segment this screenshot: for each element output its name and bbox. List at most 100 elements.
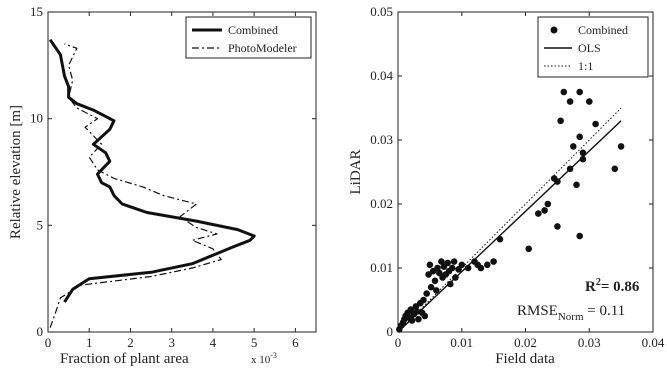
right-y-tick-label: 0.02 [370, 196, 393, 211]
scatter-point [576, 88, 583, 96]
left-ticks: 0 1 2 3 4 5 6 0 5 10 15 [30, 4, 316, 350]
left-legend-label-photomodeler: PhotoModeler [228, 41, 297, 55]
scatter-point [458, 261, 466, 269]
left-y-tick-label: 10 [30, 111, 43, 126]
right-legend-label-ols: OLS [578, 41, 601, 55]
scatter-point [415, 315, 422, 323]
right-x-tick-label: 0.03 [578, 335, 601, 350]
scatter-point [464, 264, 472, 272]
one-to-one-line [397, 107, 622, 333]
scatter-point [477, 264, 485, 272]
left-x-axis-title: Fraction of plant area [60, 351, 189, 367]
scatter-point [544, 200, 552, 208]
rmse-label: RMSE [517, 303, 558, 319]
right-y-tick-label: 0.04 [370, 68, 393, 83]
scatter-point [586, 98, 593, 105]
scatter-point [576, 232, 583, 240]
scatter-point [444, 259, 452, 267]
right-legend-label-combined: Combined [578, 23, 628, 37]
r-squared-annotation: R2= 0.86 [585, 277, 640, 295]
scatter-point [434, 264, 441, 272]
scatter-point [576, 133, 583, 141]
left-series-combined-line [48, 38, 256, 303]
scatter-point [408, 317, 416, 324]
right-legend-label-one-to-one: 1:1 [578, 59, 593, 73]
right-ticks: 0 0.01 0.02 0.03 0.04 0 0.01 0.02 0.03 0.04 0.05 [370, 4, 665, 350]
left-y-tick-label: 5 [37, 217, 44, 232]
right-x-tick-label: 0 [395, 335, 402, 350]
r-squared-label: R [585, 279, 596, 295]
scatter-point [525, 245, 532, 253]
left-x-tick-label: 3 [168, 335, 175, 350]
scatter-point [423, 290, 431, 297]
right-y-tick-label: 0.01 [370, 260, 393, 275]
scatter-point [557, 117, 564, 125]
left-plot-frame [47, 11, 317, 333]
scatter-point [592, 120, 599, 128]
left-x-tick-label: 5 [251, 335, 258, 350]
right-x-tick-label: 0.04 [642, 335, 665, 350]
left-y-tick-label: 0 [37, 324, 44, 339]
left-series [48, 38, 256, 328]
scatter-point [490, 258, 497, 265]
left-x-multiplier: x 10-3 [251, 351, 277, 366]
ols-line [397, 120, 622, 333]
scatter-point [413, 308, 421, 315]
scatter-point [450, 258, 458, 265]
scatter-point [579, 155, 587, 163]
left-series-photomodeler-line [49, 43, 222, 328]
scatter-point [566, 98, 574, 105]
rmse-sub: Norm [558, 311, 584, 323]
scatter-point [566, 165, 574, 173]
scatter-point [560, 88, 568, 96]
scatter-point [448, 264, 456, 272]
scatter-point [554, 223, 561, 230]
left-y-axis-title: Relative elevation [m] [8, 105, 24, 239]
right-y-axis-title: LiDAR [348, 150, 364, 195]
scatter-point [426, 261, 434, 269]
left-x-tick-label: 0 [45, 335, 52, 350]
right-legend-box [537, 16, 649, 78]
scatter-point [427, 283, 435, 291]
right-x-axis-title: Field data [495, 351, 555, 367]
scatter-point [535, 210, 542, 217]
left-legend: Combined PhotoModeler [185, 16, 312, 59]
left-y-tick-label: 15 [30, 4, 43, 19]
scatter-point [438, 258, 445, 265]
rmse-annotation: RMSENorm = 0.11 [517, 303, 625, 323]
scatter-point [421, 312, 429, 320]
right-x-tick-label: 0.01 [450, 335, 473, 350]
scatter-point [541, 207, 548, 214]
r-squared-value: = 0.86 [601, 279, 640, 295]
right-legend: Combined OLS 1:1 [537, 16, 649, 78]
scatter-point [579, 149, 587, 157]
scatter-point [611, 165, 619, 173]
left-x-multiplier-exp: -3 [270, 351, 277, 360]
r-squared-sup: 2 [596, 277, 601, 288]
right-lines [397, 107, 622, 333]
left-chart: 0 1 2 3 4 5 6 0 5 10 15 Combined PhotoModeler Rela… [8, 4, 317, 367]
left-x-tick-label: 4 [210, 335, 217, 350]
rmse-value: = 0.11 [584, 303, 626, 319]
scatter-point [433, 287, 440, 294]
scatter-point [573, 181, 580, 189]
left-x-tick-label: 1 [86, 335, 93, 350]
left-legend-box [185, 16, 312, 59]
left-x-tick-label: 2 [127, 335, 134, 350]
scatter-point [617, 143, 625, 150]
scatter-point [554, 178, 561, 185]
scatter-point [570, 143, 577, 150]
left-x-multiplier-base: x 10 [251, 354, 271, 366]
scatter-point [447, 280, 454, 288]
right-chart: 0 0.01 0.02 0.03 0.04 0 0.01 0.02 0.03 0.04 0.05 C… [348, 4, 665, 367]
right-y-tick-label: 0.05 [370, 4, 393, 19]
scatter-point [484, 261, 491, 269]
right-points [396, 88, 625, 333]
scatter-point [420, 296, 427, 304]
scatter-point [496, 235, 504, 243]
right-legend-swatch-combined [550, 26, 558, 34]
scatter-point [452, 274, 459, 281]
left-x-tick-label: 6 [292, 335, 299, 350]
left-legend-label-combined: Combined [228, 23, 278, 37]
